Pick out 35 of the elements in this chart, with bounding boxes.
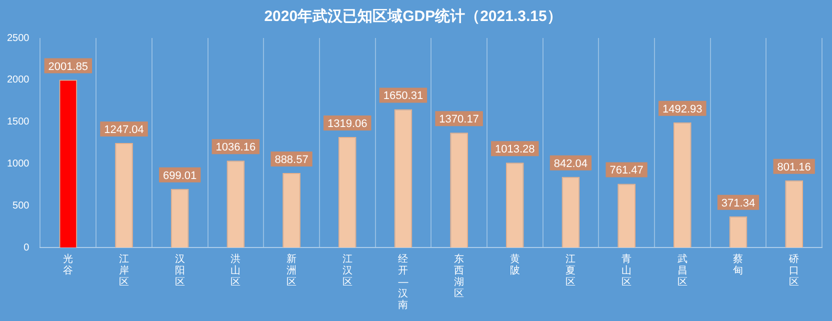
data-label: 842.04 bbox=[554, 158, 588, 170]
y-tick-label: 0 bbox=[24, 242, 30, 254]
x-tick-label: 洪山区 bbox=[230, 253, 241, 288]
y-tick-label: 2500 bbox=[6, 32, 30, 44]
y-tick-label: 1000 bbox=[6, 158, 30, 170]
data-label: 888.57 bbox=[274, 154, 308, 166]
data-label: 761.47 bbox=[610, 164, 644, 177]
data-label: 1370.17 bbox=[439, 114, 479, 126]
data-label: 699.01 bbox=[163, 170, 197, 182]
y-tick-label: 2000 bbox=[6, 74, 30, 86]
data-label: 1013.28 bbox=[495, 144, 535, 156]
x-tick-label: 东西湖区 bbox=[454, 253, 464, 300]
x-tick-label: 江岸区 bbox=[119, 253, 130, 288]
chart-title: 2020年武汉已知区域GDP统计（2021.3.15） bbox=[264, 8, 562, 26]
data-label: 1650.31 bbox=[383, 90, 424, 102]
data-label: 2001.85 bbox=[48, 60, 88, 73]
x-tick-label: 武昌区 bbox=[677, 253, 688, 288]
x-tick-label: 光谷 bbox=[63, 253, 74, 276]
y-tick-label: 500 bbox=[12, 200, 30, 212]
y-tick-label: 1500 bbox=[6, 116, 30, 128]
x-tick-label: 汉阳区 bbox=[174, 253, 185, 288]
x-tick-label: 新洲区 bbox=[286, 253, 297, 288]
data-label: 801.16 bbox=[777, 161, 811, 174]
data-label: 1247.04 bbox=[104, 124, 144, 136]
x-tick-label: 硚口区 bbox=[788, 253, 800, 288]
data-label: 371.34 bbox=[721, 197, 756, 210]
data-label: 1319.06 bbox=[327, 118, 368, 130]
x-tick-label: 江夏区 bbox=[566, 253, 576, 288]
x-tick-label: 黄陂 bbox=[510, 253, 520, 276]
x-tick-label: 江汉区 bbox=[342, 253, 352, 288]
data-label: 1492.93 bbox=[662, 103, 702, 116]
x-tick-label: 经开—汉南 bbox=[398, 253, 408, 311]
data-label: 1036.16 bbox=[216, 142, 256, 154]
x-tick-label: 青山区 bbox=[622, 253, 632, 288]
x-tick-label: 蔡甸 bbox=[733, 253, 744, 276]
